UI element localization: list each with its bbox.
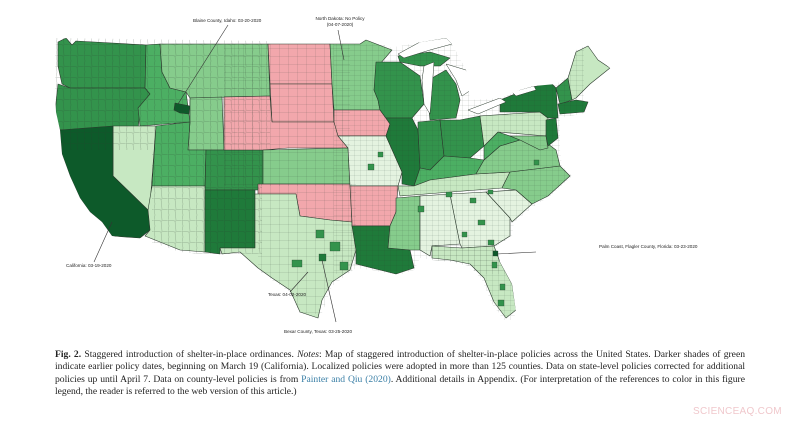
mexico-border bbox=[140, 238, 300, 340]
atlantic bbox=[496, 80, 800, 340]
figure-caption: Fig. 2. Staggered introduction of shelte… bbox=[55, 349, 745, 399]
us-shelter-in-place-map bbox=[0, 0, 800, 340]
annotation-north-dakota-line2: (04-07-2020) bbox=[326, 21, 354, 27]
caption-body-2: . Additional details in Appendix. (For i… bbox=[55, 373, 745, 398]
localized-county-policies bbox=[291, 151, 540, 307]
county-flagler-florida bbox=[492, 250, 499, 257]
annotation-north-dakota-line1: North Dakota: No Policy bbox=[315, 16, 365, 21]
lake-erie bbox=[467, 97, 507, 115]
caption-title: Staggered introduction of shelter-in-pla… bbox=[81, 349, 298, 360]
annotation-california: California: 03-19-2020 bbox=[66, 263, 112, 268]
annotation-leaders bbox=[93, 24, 537, 323]
gulf-coast bbox=[300, 258, 504, 340]
lake-huron bbox=[445, 63, 475, 97]
annotation-palm-coast: Palm Coast, Flagler County, Florida: 03-… bbox=[599, 244, 698, 249]
caption-reference-link[interactable]: Painter and Qiu (2020) bbox=[301, 373, 391, 385]
water bbox=[0, 0, 800, 340]
annotation-north-dakota: North Dakota: No Policy (04-07-2020) bbox=[312, 16, 368, 27]
annotation-bexar-county: Bexar County, Texas: 03-25-2020 bbox=[284, 329, 353, 334]
annotation-texas: Texas: 04-02-2020 bbox=[268, 292, 307, 297]
canada bbox=[0, 0, 800, 100]
watermark: SCIENCEAQ.COM bbox=[693, 406, 782, 417]
caption-notes-label: Notes bbox=[297, 349, 319, 360]
lake-michigan bbox=[421, 61, 435, 115]
figure-label: Fig. 2. bbox=[55, 349, 82, 360]
channel-islands bbox=[110, 218, 135, 228]
annotation-blaine-county: Blaine County, Idaho: 03-20-2020 bbox=[193, 18, 262, 23]
pacific bbox=[0, 0, 140, 340]
caption-body-1: : Map of staggered introduction of shelt… bbox=[55, 349, 745, 385]
county-bexar-texas bbox=[318, 253, 327, 262]
